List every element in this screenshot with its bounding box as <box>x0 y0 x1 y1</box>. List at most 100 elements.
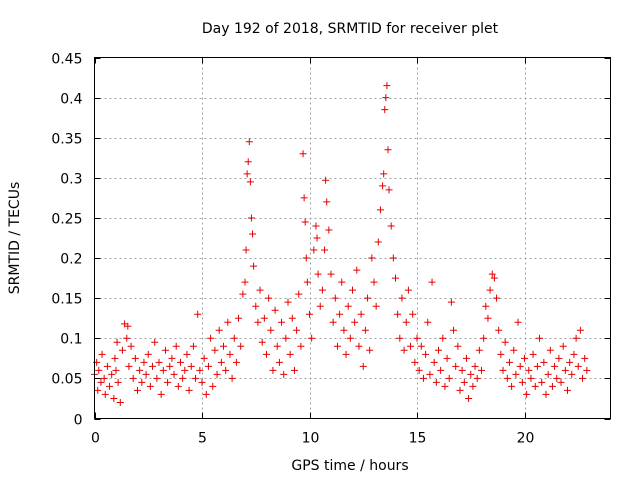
data-point <box>183 350 191 358</box>
data-point <box>473 374 481 382</box>
data-point <box>124 322 132 330</box>
data-point <box>574 362 582 370</box>
data-point <box>329 318 337 326</box>
data-point <box>306 310 313 318</box>
data-point <box>456 386 464 394</box>
data-point <box>204 362 212 370</box>
data-point <box>342 350 350 358</box>
data-point <box>235 314 243 322</box>
data-point <box>422 350 430 358</box>
data-point <box>505 358 513 366</box>
y-tick-label: 0.2 <box>60 252 82 268</box>
data-point <box>452 362 460 370</box>
data-point <box>250 262 258 270</box>
data-point <box>217 358 225 366</box>
data-point <box>392 274 399 282</box>
data-point <box>280 370 288 378</box>
data-point <box>300 194 308 202</box>
data-point <box>106 382 114 390</box>
data-point <box>202 390 210 398</box>
data-point <box>207 334 215 342</box>
data-point <box>226 350 234 358</box>
x-tick-labels: 0 5 10 15 20 <box>91 431 534 447</box>
data-point <box>355 342 363 350</box>
data-point <box>385 186 393 194</box>
data-point <box>465 394 473 402</box>
data-point <box>576 326 584 334</box>
data-point <box>368 254 376 262</box>
data-point <box>478 366 485 374</box>
data-point <box>561 366 569 374</box>
data-point <box>382 94 390 102</box>
data-point <box>247 214 255 222</box>
data-point <box>222 366 230 374</box>
data-point <box>293 326 301 334</box>
data-point <box>249 230 257 238</box>
data-point <box>116 398 124 406</box>
data-point <box>553 374 561 382</box>
data-point <box>437 366 445 374</box>
data-point <box>95 366 103 374</box>
x-axis-label: GPS time / hours <box>291 458 408 474</box>
data-point <box>518 378 526 386</box>
data-point <box>314 270 322 278</box>
y-tick-label: 0.15 <box>51 292 82 308</box>
data-point <box>417 342 425 350</box>
data-point <box>295 290 303 298</box>
data-point <box>211 346 219 354</box>
data-point <box>224 318 232 326</box>
data-point <box>333 342 341 350</box>
data-point <box>136 366 144 374</box>
data-point <box>228 374 236 382</box>
data-point <box>308 334 316 342</box>
data-point <box>321 246 329 254</box>
data-point <box>252 302 260 310</box>
data-point <box>142 370 150 378</box>
data-point <box>230 334 238 342</box>
data-point <box>245 138 253 146</box>
data-point <box>153 374 161 382</box>
data-point <box>194 310 202 318</box>
data-point <box>189 342 197 350</box>
data-point <box>570 350 578 358</box>
data-point <box>572 334 580 342</box>
data-point <box>374 238 382 246</box>
data-point <box>146 382 154 390</box>
y-tick-label: 0.3 <box>60 172 82 188</box>
data-point <box>144 350 152 358</box>
data-point <box>113 338 121 346</box>
data-point <box>322 176 330 184</box>
data-point <box>508 382 516 390</box>
data-point <box>435 346 442 354</box>
data-point <box>424 318 432 326</box>
data-point <box>564 386 571 394</box>
data-point <box>125 362 133 370</box>
data-point <box>499 366 507 374</box>
data-point <box>123 334 131 342</box>
data-point <box>514 318 522 326</box>
data-point <box>215 326 223 334</box>
data-point <box>387 222 395 230</box>
data-point <box>428 278 436 286</box>
data-point <box>258 338 266 346</box>
data-point <box>384 146 392 154</box>
data-point <box>111 354 119 362</box>
data-point <box>254 318 262 326</box>
grid-lines <box>94 57 611 419</box>
data-point <box>503 374 511 382</box>
data-point <box>284 298 292 306</box>
data-point <box>237 342 245 350</box>
data-point <box>346 334 354 342</box>
data-point <box>127 342 135 350</box>
data-point <box>402 318 410 326</box>
data-point <box>366 346 374 354</box>
data-point <box>404 286 412 294</box>
x-tick-label: 0 <box>91 431 100 447</box>
data-point <box>380 170 388 178</box>
data-point <box>523 390 531 398</box>
data-point <box>413 334 421 342</box>
data-point <box>361 326 369 334</box>
data-point <box>174 382 182 390</box>
data-point <box>579 374 587 382</box>
